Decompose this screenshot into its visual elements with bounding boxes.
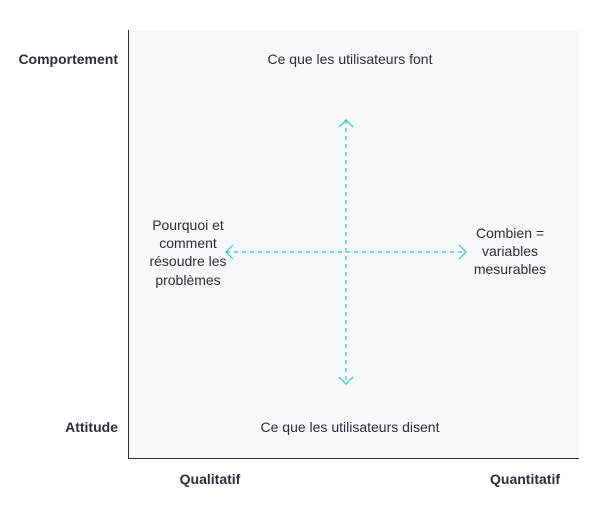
y-axis-label-top: Comportement [0, 50, 118, 68]
top-text: Ce que les utilisateurs font [230, 50, 470, 68]
left-text: Pourquoi et comment résoudre les problèm… [138, 216, 238, 289]
x-axis-label-right: Quantitatif [470, 470, 580, 488]
y-axis-label-bottom: Attitude [0, 418, 118, 436]
right-text: Combien = variables mesurables [460, 224, 560, 279]
bottom-text: Ce que les utilisateurs disent [230, 418, 470, 436]
x-axis-label-left: Qualitatif [150, 470, 270, 488]
diagram-stage: Comportement Attitude Qualitatif Quantit… [0, 0, 606, 509]
